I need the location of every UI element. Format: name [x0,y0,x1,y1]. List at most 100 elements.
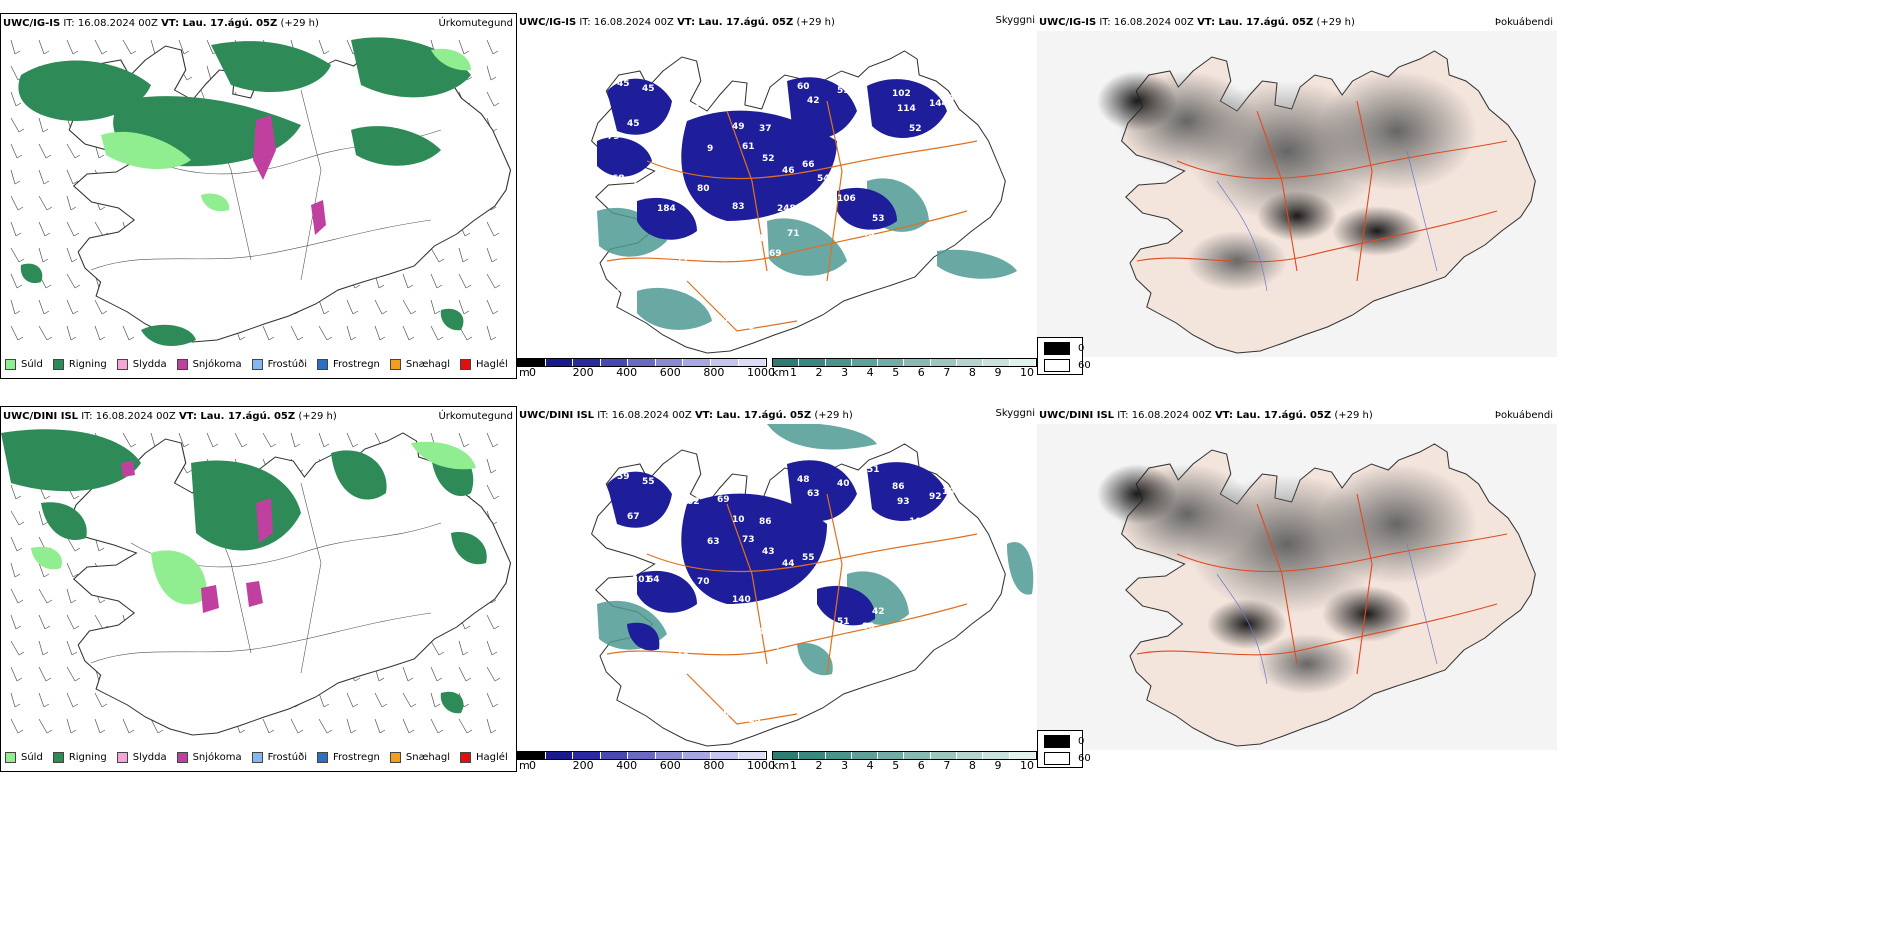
ceiling-value: 93 [897,497,910,507]
legend-label: Slydda [132,752,167,763]
wind-barb [66,221,80,237]
wind-barb [66,588,77,604]
colorbar-tick: 7 [943,759,951,772]
ceiling-value: 61 [742,142,755,152]
wind-barb [38,510,49,526]
ceiling-value: 79 [607,132,620,142]
ceiling-value: 83 [742,322,755,332]
wind-barb [234,432,248,448]
legend-label: Frostregn [333,752,380,763]
ceiling-value: 102 [909,517,928,527]
colorbar-step [710,359,739,366]
colorbar-step [738,752,767,759]
wind-barb [346,432,359,448]
wind-barb [318,325,333,341]
colorbar-tick: 800 [703,366,725,379]
colorbar-step [1009,359,1036,366]
ceiling-value: 64 [722,622,735,632]
ceiling-value: 68 [612,174,625,184]
precip-legend: Súld Rigning Slydda Snjókoma Frostúði Frostre… [5,359,508,370]
ceiling-value: 61 [752,234,765,244]
wind-barb [122,718,135,734]
rivers [1216,150,1438,292]
colorbar-step [710,752,739,759]
wind-barb [486,221,500,237]
wind-barb [10,666,23,682]
wind-barb [318,432,330,448]
roads [606,493,978,725]
precip-panel-top: UWC/IG-IS IT: 16.08.2024 00Z VT: Lau. 17… [0,13,517,379]
legend-label: Súld [21,752,43,763]
wind-barb [10,640,25,656]
ceiling-value: 248 [777,204,796,214]
ceiling-value: 86 [892,482,905,492]
wind-barb [10,614,22,630]
colorbar-tick: 200 [572,759,594,772]
precip-legend: Súld Rigning Slydda Snjókoma Frostúði Frostre… [5,752,508,763]
ceiling-value: 123 [742,715,761,725]
legend-item: Haglél [460,752,508,763]
ceiling-unit: m [519,366,530,379]
wind-barb [122,432,137,448]
legend-label: Rigning [68,752,107,763]
wind-barb [10,91,22,107]
precip-map [10,37,512,346]
ceiling-value: 42 [872,607,885,617]
ceiling-value: 44 [747,224,760,234]
legend-swatch [52,752,64,763]
wind-barb [430,247,445,263]
ceiling-value: 51 [837,617,850,627]
ceiling-value: 106 [837,194,856,204]
wind-barb [178,432,190,448]
wind-barb [458,666,472,682]
wind-barb [374,692,388,708]
colorbar-step [878,752,905,759]
rivers [1216,543,1438,685]
wind-barb [430,299,441,315]
colorbar-step [573,359,601,366]
wind-barb [66,273,81,289]
colorbar-step [983,359,1010,366]
ceiling-value: 80 [862,622,875,632]
legend-swatch [317,359,328,370]
wind-barb [38,247,49,263]
wind-barb [206,432,219,448]
panel-title: UWC/DINI ISL IT: 16.08.2024 00Z VT: Lau.… [519,410,853,421]
wind-barb [486,273,501,289]
ceiling-value: 67 [722,229,735,239]
wind-barb [38,718,53,734]
colorbar-tick: 10 [1020,366,1034,379]
fog-key-swatch [1044,735,1070,748]
ceiling-value: 102 [892,89,911,99]
wind-barb [10,247,25,263]
colorbar-tick: 800 [703,759,725,772]
wind-barb [318,718,333,734]
colorbar-step [957,359,984,366]
wind-barb [430,666,443,682]
ceiling-value: 69 [769,249,782,259]
colorbar-tick: 200 [572,366,594,379]
legend-label: Haglél [476,359,508,370]
colorbar-tick: 2 [815,759,823,772]
ceiling-areas [607,460,947,651]
ceiling-value: 46 [782,166,795,176]
wind-barb [66,536,81,552]
wind-barb [262,432,277,448]
ceiling-value: 101 [632,575,651,585]
wind-barb [150,718,164,734]
legend-item: Frostúði [251,359,307,370]
ceiling-value: 55 [802,553,815,563]
colorbar-step [683,752,711,759]
ceiling-value: 59 [617,472,630,482]
ceiling-value: 45 [642,84,655,94]
legend-item: Rigning [52,752,107,763]
colorbar-tick: 5 [892,759,900,772]
ceiling-value: 48 [797,475,810,485]
wind-barb [458,39,470,55]
ceiling-value: 79 [677,647,690,657]
visibility-panel-bottom: UWC/DINI ISL IT: 16.08.2024 00Z VT: Lau.… [517,406,1037,772]
fog-key-swatch [1044,359,1070,372]
ceiling-value: 42 [807,96,820,106]
wind-barb [318,39,330,55]
